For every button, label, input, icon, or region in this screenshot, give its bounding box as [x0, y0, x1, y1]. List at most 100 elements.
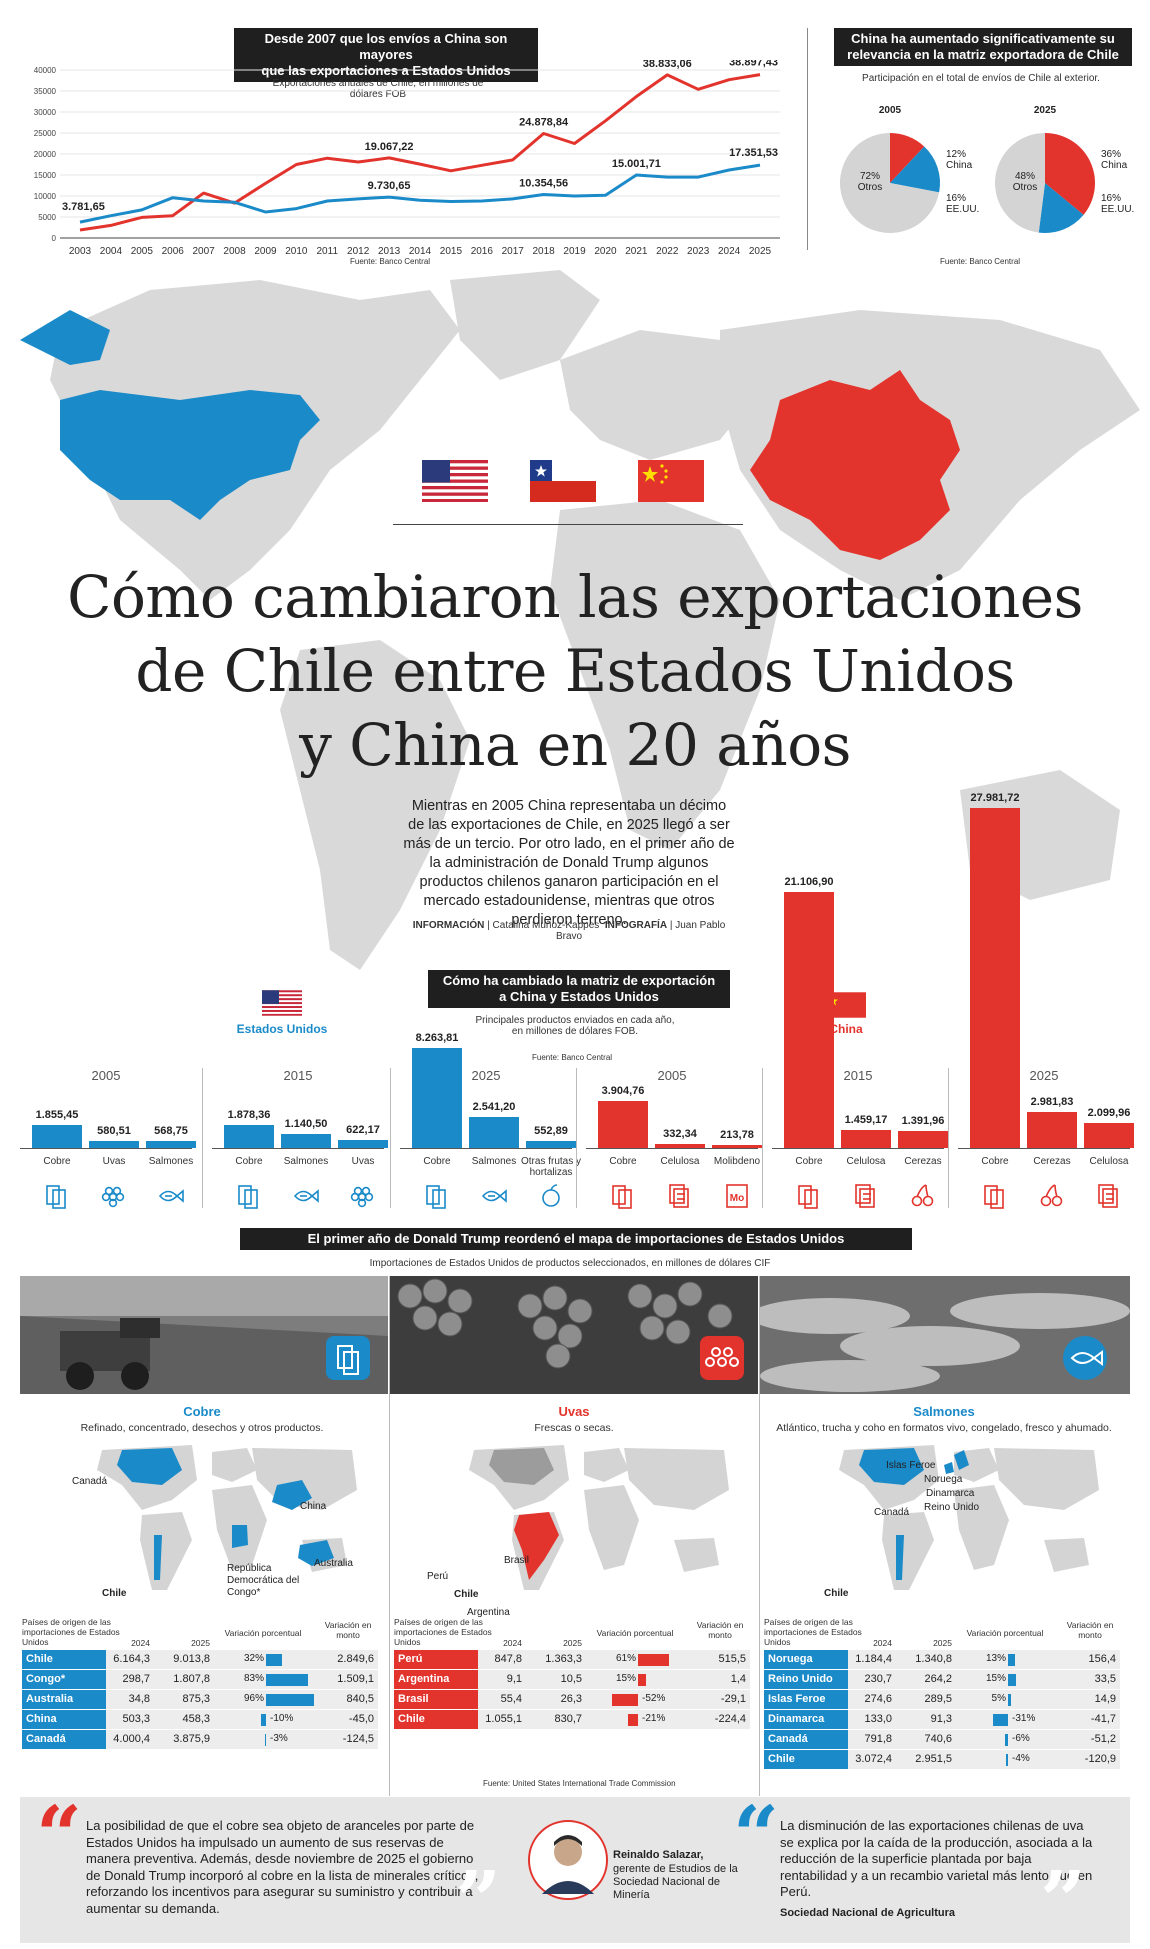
main-title-line-3: y China en 20 años — [299, 711, 851, 779]
pie-slice-otros — [840, 133, 940, 233]
y-tick-label: 0 — [52, 234, 57, 243]
percent-label: -52% — [642, 1693, 666, 1704]
bar-category-label: Molibdeno — [713, 1156, 761, 1167]
table-value-2024: 133,0 — [864, 1713, 892, 1725]
table-value-monto: -41,7 — [1090, 1713, 1116, 1725]
mini-map-land — [994, 1448, 1099, 1510]
x-tick-label: 2014 — [409, 246, 432, 257]
percent-label: 15% — [615, 1673, 636, 1684]
matrix-subtitle: Principales productos enviados en cada a… — [440, 1015, 710, 1037]
pie-slice-china — [890, 133, 925, 183]
matrix-title-line-1: Cómo ha cambiado la matriz de exportació… — [442, 973, 716, 988]
table-value-2024: 4.000,4 — [113, 1733, 150, 1745]
table-country-name: Chile — [26, 1653, 53, 1665]
molybdenum-symbol: Mo — [730, 1193, 744, 1204]
percent-label: -10% — [270, 1713, 294, 1724]
table-value-monto: -29,1 — [720, 1693, 746, 1705]
group-divider — [202, 1068, 203, 1208]
table-country-cell — [764, 1670, 848, 1689]
table-country-cell — [764, 1750, 848, 1769]
percent-label: -4% — [1012, 1753, 1030, 1764]
table-country-cell — [764, 1730, 848, 1749]
matrix-title: Cómo ha cambiado la matriz de exportació… — [428, 970, 730, 1008]
fish-icon — [158, 1189, 184, 1203]
panel-product-title: Uvas — [558, 1404, 590, 1419]
bar-category-label: Salmones — [283, 1156, 329, 1167]
map-country-label: Perú — [427, 1571, 449, 1582]
bar-value-label: 568,75 — [154, 1125, 188, 1138]
mini-map-highlight — [272, 1480, 312, 1510]
table-header-var: Variación porcentual — [966, 1628, 1044, 1638]
credit-info-label: INFORMACIÓN — [412, 920, 485, 931]
line-chart-source: Fuente: Banco Central — [350, 257, 431, 266]
mini-map-highlight — [514, 1512, 559, 1580]
percent-bar — [638, 1674, 646, 1686]
mini-map-land — [954, 1485, 1009, 1570]
data-label: 9.730,65 — [368, 180, 411, 192]
china-flag — [638, 460, 704, 502]
x-tick-label: 2018 — [533, 246, 556, 257]
table-value-2025: 1.340,8 — [915, 1653, 952, 1665]
percent-label: 96% — [243, 1693, 264, 1704]
bar — [89, 1140, 139, 1148]
mini-map-land-dim — [489, 1448, 554, 1485]
table-row — [22, 1730, 378, 1749]
table-row — [764, 1650, 1120, 1669]
pie-slice-name: Otros — [858, 182, 882, 193]
pie-slice-name: Otros — [1013, 182, 1037, 193]
table-value-monto: 515,5 — [718, 1653, 746, 1665]
x-tick-label: 2015 — [440, 246, 463, 257]
data-label: 24.878,84 — [519, 117, 569, 129]
pulp-icon — [669, 1184, 689, 1208]
bar — [898, 1131, 948, 1148]
table-row — [764, 1710, 1120, 1729]
table-header-var: Variación porcentual — [596, 1628, 674, 1638]
table-header-2024: 2024 — [873, 1638, 892, 1648]
percent-bar — [261, 1714, 266, 1726]
mini-map-highlight — [117, 1448, 182, 1485]
table-header-mont: Variación en monto — [324, 1620, 372, 1640]
group-baseline — [958, 1148, 1130, 1149]
bar-value-label: 622,17 — [346, 1124, 380, 1137]
bar-category-label: Cobre — [235, 1156, 263, 1167]
bar — [224, 1125, 274, 1148]
bar — [970, 808, 1020, 1148]
table-value-2025: 458,3 — [182, 1713, 210, 1725]
table-country-name: Chile — [398, 1713, 425, 1725]
pie-chart-source: Fuente: Banco Central — [940, 257, 1021, 266]
china-shape — [750, 370, 960, 560]
table-value-monto: -120,9 — [1084, 1753, 1116, 1765]
matrix-title-line-2: a China y Estados Unidos — [499, 989, 659, 1004]
quote-left-text: La posibilidad de que el cobre sea objet… — [86, 1818, 479, 1916]
bar-icon-holder — [853, 1182, 879, 1210]
bar-icon-holder — [424, 1182, 450, 1210]
bar-category-label: Salmones — [471, 1156, 517, 1167]
copper-icon — [984, 1185, 1004, 1209]
table-value-monto: 2.849,6 — [337, 1653, 374, 1665]
bar — [412, 1047, 462, 1148]
table-country-cell — [22, 1730, 106, 1749]
y-tick-label: 35000 — [34, 87, 57, 96]
table-country-cell — [394, 1710, 478, 1729]
percent-label: -3% — [270, 1733, 288, 1744]
bar-category-label: Cobre — [981, 1156, 1009, 1167]
grapes-icon — [350, 1186, 374, 1208]
table-row — [764, 1690, 1120, 1709]
table-row — [394, 1710, 750, 1729]
bar-category-label: Cobre — [423, 1156, 451, 1167]
bar-category-label: Celulosa — [846, 1156, 886, 1167]
table-row — [764, 1750, 1120, 1769]
grapes-icon — [101, 1186, 125, 1208]
matrix-source: Fuente: Banco Central — [532, 1053, 613, 1062]
bar-icon-holder — [1096, 1182, 1122, 1210]
pie-title-line-2: relevancia en la matriz exportadora de C… — [847, 47, 1119, 62]
percent-bar — [266, 1674, 308, 1686]
mini-map-land — [212, 1448, 257, 1482]
imports-divider-1 — [389, 1276, 390, 1796]
table-header-mont: Variación en monto — [1066, 1620, 1114, 1640]
table-value-2025: 740,6 — [924, 1733, 952, 1745]
table-country-name: Argentina — [398, 1673, 450, 1685]
quote-right-source: Sociedad Nacional de Agricultura — [780, 1907, 956, 1919]
bar — [281, 1134, 331, 1148]
pie-chart-subtitle: Participación en el total de envíos de C… — [862, 73, 1100, 84]
